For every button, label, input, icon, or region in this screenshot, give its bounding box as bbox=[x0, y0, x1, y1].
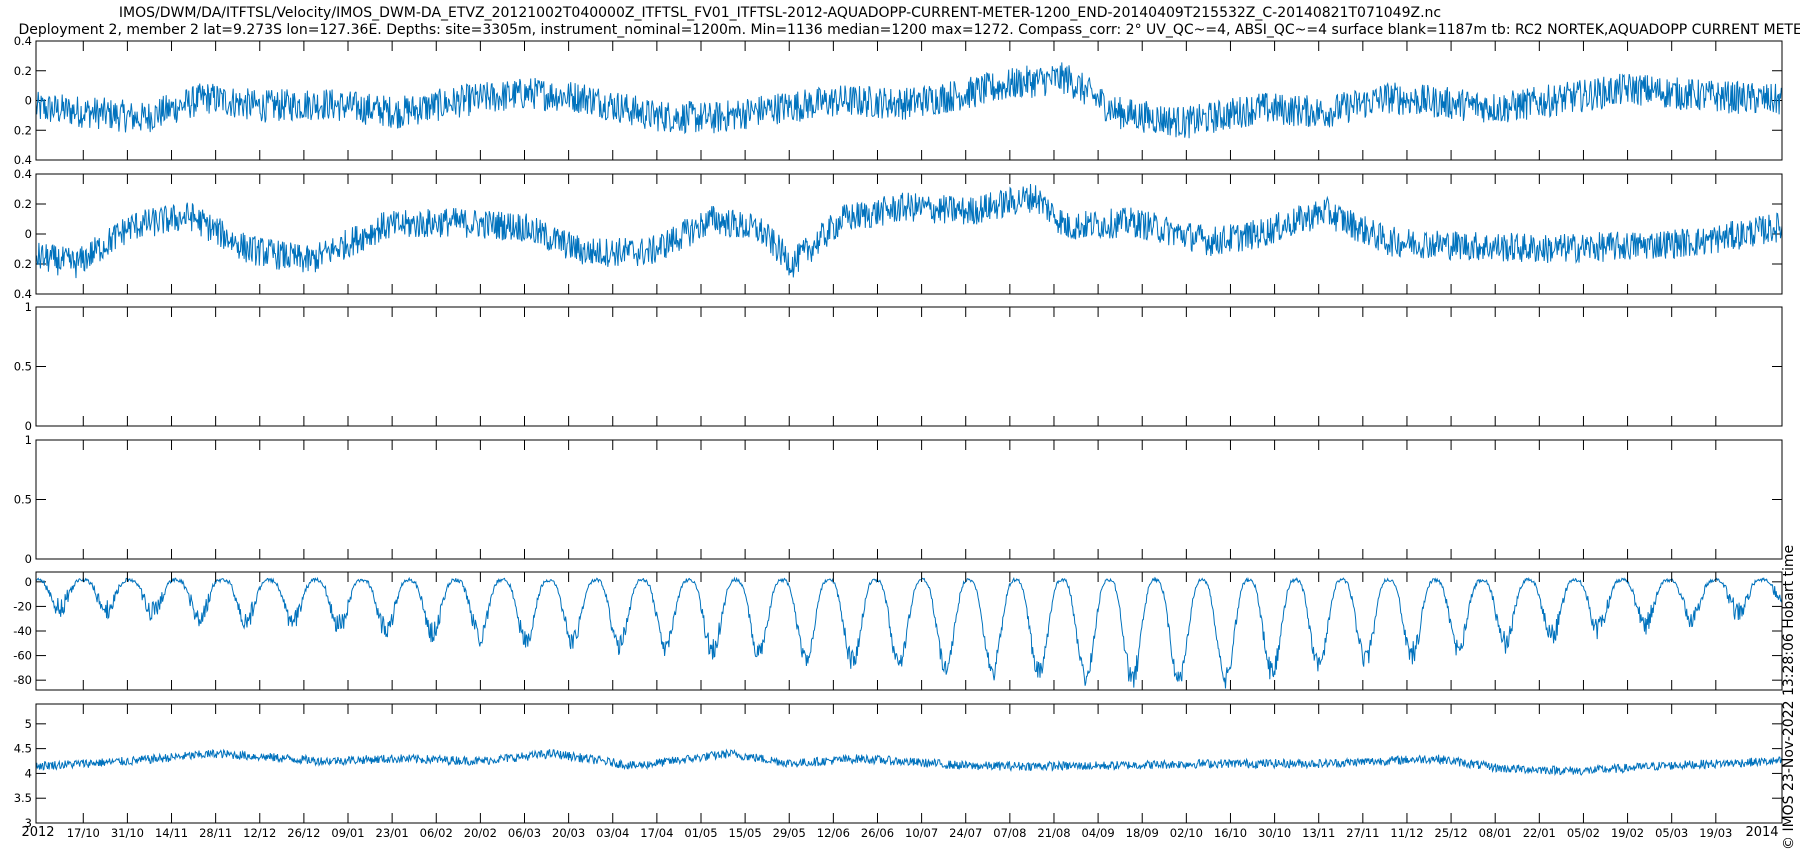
x-tick-label: 05/02 bbox=[1567, 826, 1600, 840]
y-tick-label: 0.5 bbox=[14, 360, 32, 374]
panel-frame bbox=[35, 173, 1783, 295]
series-line bbox=[35, 748, 1783, 777]
y-tick-label: 4 bbox=[25, 766, 32, 780]
x-tick-label: 28/11 bbox=[199, 826, 232, 840]
x-tick-label: 27/11 bbox=[1346, 826, 1379, 840]
x-tick-label: 04/09 bbox=[1082, 826, 1115, 840]
y-tick-label: 3 bbox=[25, 816, 32, 830]
panel-4: 10.50 bbox=[14, 433, 1783, 566]
y-tick-label: 1 bbox=[25, 300, 32, 314]
y-tick-label: 3.5 bbox=[14, 791, 32, 805]
panel-frame bbox=[35, 306, 1783, 427]
x-tick-label: 19/03 bbox=[1699, 826, 1732, 840]
x-tick-label: 01/05 bbox=[684, 826, 717, 840]
panel-frame bbox=[35, 703, 1783, 824]
y-tick-label: 0 bbox=[25, 94, 32, 108]
x-tick-label: 14/11 bbox=[155, 826, 188, 840]
panel-frame bbox=[35, 40, 1783, 161]
panel-2: 0.4 0.2 0 0.2 0.4 bbox=[14, 167, 1783, 301]
x-tick-label: 12/06 bbox=[817, 826, 850, 840]
y-tick-label: 0 bbox=[25, 227, 32, 241]
panels: 0.40.200.20.40.40.200.20.410.5010.500-20… bbox=[13, 34, 1783, 830]
x-tick-label: 06/03 bbox=[508, 826, 541, 840]
x-tick-label: 18/09 bbox=[1126, 826, 1159, 840]
y-tick-label: -60 bbox=[13, 649, 32, 663]
x-tick-label: 11/12 bbox=[1390, 826, 1423, 840]
y-tick-label: -80 bbox=[13, 673, 32, 687]
x-tick-label: 29/05 bbox=[773, 826, 806, 840]
x-tick-label: 31/10 bbox=[111, 826, 144, 840]
x-axis: 17/10 31/10 14/11 28/11 12/12 26/12 09/01 23/01… bbox=[21, 825, 1778, 840]
year-start-label: 2012 bbox=[21, 825, 54, 840]
x-tick-label: 07/08 bbox=[993, 826, 1026, 840]
series-line bbox=[35, 62, 1783, 139]
y-tick-label: 0.2 bbox=[14, 197, 32, 211]
side-stamp: © IMOS 23-Nov-2022 13:28:06 Hobart time bbox=[1781, 545, 1797, 850]
x-tick-label: 19/02 bbox=[1611, 826, 1644, 840]
series-line bbox=[35, 576, 1783, 689]
x-tick-label: 22/01 bbox=[1523, 826, 1556, 840]
x-tick-label: 26/06 bbox=[861, 826, 894, 840]
x-tick-label: 26/12 bbox=[287, 826, 320, 840]
x-tick-label: 05/03 bbox=[1655, 826, 1688, 840]
x-tick-label: 02/10 bbox=[1170, 826, 1203, 840]
y-tick-label: 0.2 bbox=[14, 64, 32, 78]
x-tick-label: 08/01 bbox=[1479, 826, 1512, 840]
y-tick-label: 0 bbox=[25, 552, 32, 566]
x-tick-label: 09/01 bbox=[331, 826, 364, 840]
x-tick-label: 17/10 bbox=[67, 826, 100, 840]
x-tick-label: 15/05 bbox=[729, 826, 762, 840]
y-tick-label: -40 bbox=[13, 624, 32, 638]
y-tick-label: 0.5 bbox=[14, 493, 32, 507]
y-tick-label: 0.4 bbox=[14, 167, 32, 181]
y-tick-label: 0.4 bbox=[14, 287, 32, 301]
title-line-2: Deployment 2, member 2 lat=9.273S lon=12… bbox=[18, 22, 1800, 38]
panel-frame bbox=[35, 439, 1783, 560]
y-tick-label: 1 bbox=[25, 433, 32, 447]
y-tick-label: 4.5 bbox=[14, 742, 32, 756]
year-end-label: 2014 bbox=[1745, 825, 1778, 840]
panel-frame bbox=[35, 571, 1783, 691]
x-tick-label: 23/01 bbox=[376, 826, 409, 840]
x-tick-label: 10/07 bbox=[905, 826, 938, 840]
panel-1: 0.4 0.2 0 0.2 0.4 bbox=[14, 34, 1783, 167]
x-tick-label: 21/08 bbox=[1037, 826, 1070, 840]
y-tick-label: 0.2 bbox=[14, 123, 32, 137]
x-tick-label: 06/02 bbox=[420, 826, 453, 840]
series-line bbox=[35, 183, 1783, 279]
x-tick-label: 30/10 bbox=[1258, 826, 1291, 840]
x-tick-label: 12/12 bbox=[243, 826, 276, 840]
panel-3: 10.50 bbox=[14, 300, 1783, 433]
y-tick-label: 5 bbox=[25, 717, 32, 731]
x-tick-label: 20/02 bbox=[464, 826, 497, 840]
title-line-1: IMOS/DWM/DA/ITFTSL/Velocity/IMOS_DWM-DA_… bbox=[119, 5, 1441, 21]
y-tick-label: 0.2 bbox=[14, 257, 32, 271]
y-tick-label: 0 bbox=[25, 575, 32, 589]
x-tick-label: 17/04 bbox=[640, 826, 673, 840]
panel-5: 0 -20 -40 -60 -80 bbox=[13, 571, 1783, 691]
y-tick-label: -20 bbox=[13, 599, 32, 613]
x-tick-label: 16/10 bbox=[1214, 826, 1247, 840]
y-tick-label: 0.4 bbox=[14, 153, 32, 167]
y-tick-label: 0 bbox=[25, 419, 32, 433]
x-tick-label: 13/11 bbox=[1302, 826, 1335, 840]
panel-6: 5 4.5 4 3.5 3 bbox=[14, 703, 1783, 830]
x-tick-label: 24/07 bbox=[949, 826, 982, 840]
x-tick-label: 25/12 bbox=[1435, 826, 1468, 840]
y-tick-label: 0.4 bbox=[14, 34, 32, 48]
x-tick-label: 03/04 bbox=[596, 826, 629, 840]
x-tick-label: 20/03 bbox=[552, 826, 585, 840]
